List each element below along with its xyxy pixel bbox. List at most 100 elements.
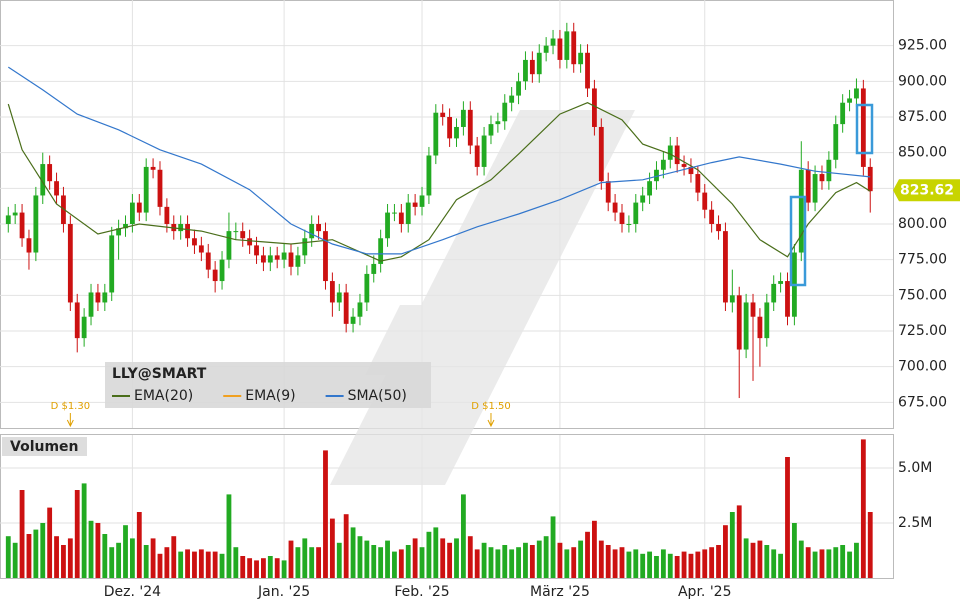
volume-bar [123, 525, 128, 578]
candle-body [267, 255, 273, 263]
candle-body [81, 316, 87, 339]
volume-bar [295, 547, 301, 578]
candle-body [426, 155, 432, 196]
volume-bar [102, 534, 108, 578]
candle-body [212, 269, 218, 282]
x-tick-label: Jan. '25 [257, 584, 310, 600]
candle-body [185, 223, 190, 239]
candle-body [598, 126, 604, 182]
candle-body [233, 231, 239, 233]
candle-body [136, 202, 142, 213]
volume-bar [288, 540, 294, 578]
volume-bar [150, 538, 156, 578]
volume-bar [695, 551, 701, 578]
volume-bar [460, 494, 466, 578]
candle-body [550, 38, 556, 46]
volume-bar [254, 560, 259, 578]
volume-bar [371, 545, 377, 578]
volume-bar [633, 549, 639, 578]
candle-body [95, 292, 101, 303]
volume-bar [454, 538, 459, 578]
candle-body [474, 145, 480, 167]
candle-body [343, 292, 349, 324]
candle-body [592, 88, 597, 127]
volume-bar [33, 529, 39, 578]
candle-body [819, 174, 825, 182]
volume-bar [833, 547, 839, 578]
candle-body [261, 255, 266, 263]
candle-body [109, 235, 115, 293]
volume-bar [405, 545, 411, 578]
volume-bar [778, 553, 784, 578]
volume-bar [329, 518, 335, 578]
volume-bar [729, 512, 735, 578]
candle-body [447, 116, 453, 139]
volume-bar [578, 540, 584, 578]
volume-bar [316, 547, 321, 578]
y-tick-label: 775.00 [898, 252, 947, 268]
x-tick-label: Feb. '25 [394, 584, 449, 600]
candle-body [164, 206, 170, 224]
candle-body [723, 231, 728, 303]
candle-body [219, 259, 225, 282]
candle-body [681, 164, 687, 167]
candle-body [178, 223, 184, 232]
volume-bar [743, 538, 749, 578]
candle-body [647, 181, 652, 196]
volume-bar [867, 512, 873, 578]
candle-body [102, 292, 108, 303]
volume-bar [143, 545, 149, 578]
candle-body [640, 195, 646, 203]
volume-bar [74, 490, 80, 578]
candle-body [798, 169, 804, 253]
candle-body [812, 174, 818, 203]
volume-bar [764, 545, 770, 578]
candle-body [54, 181, 59, 196]
candle-body [840, 102, 846, 125]
volume-bar [129, 538, 135, 578]
candle-body [543, 45, 549, 53]
candle-body [192, 238, 197, 246]
volume-bar [81, 483, 87, 578]
candle-body [47, 164, 53, 182]
candle-body [805, 169, 811, 203]
candle-body [529, 59, 535, 75]
candle-body [854, 88, 859, 99]
volume-bar [109, 547, 115, 578]
indicator-line [7, 102, 871, 262]
volume-bar [392, 551, 397, 578]
candle-body [295, 255, 301, 267]
volume-bar [447, 542, 453, 578]
volume-bar [54, 536, 59, 578]
legend-label: SMA(50) [348, 388, 407, 404]
candle-body [612, 202, 618, 213]
y-tick-label: 5.0M [898, 460, 932, 476]
volume-bar [523, 542, 528, 578]
volume-bar [26, 534, 32, 578]
x-tick-label: Apr. '25 [678, 584, 732, 600]
candle-body [785, 281, 790, 317]
volume-bar [847, 551, 852, 578]
dividend-arrow [487, 413, 495, 428]
candle-body [26, 238, 32, 253]
volume-bar [716, 545, 721, 578]
candle-body [247, 238, 253, 246]
volume-bar [178, 551, 184, 578]
volume-bar [19, 490, 25, 578]
candle-body [323, 231, 328, 282]
volume-bar [681, 551, 687, 578]
candle-body [5, 215, 11, 224]
volume-bar [261, 558, 266, 578]
volume-bar [529, 545, 535, 578]
volume-bar [212, 551, 218, 578]
candle-body [198, 245, 204, 253]
volume-bar [323, 450, 328, 578]
candle-body [557, 38, 563, 60]
y-tick-label: 700.00 [898, 359, 947, 375]
volume-bar [550, 516, 556, 578]
y-tick-label: 675.00 [898, 394, 947, 410]
candle-body [488, 124, 494, 136]
volume-bar [557, 542, 563, 578]
volume-bar [481, 542, 487, 578]
